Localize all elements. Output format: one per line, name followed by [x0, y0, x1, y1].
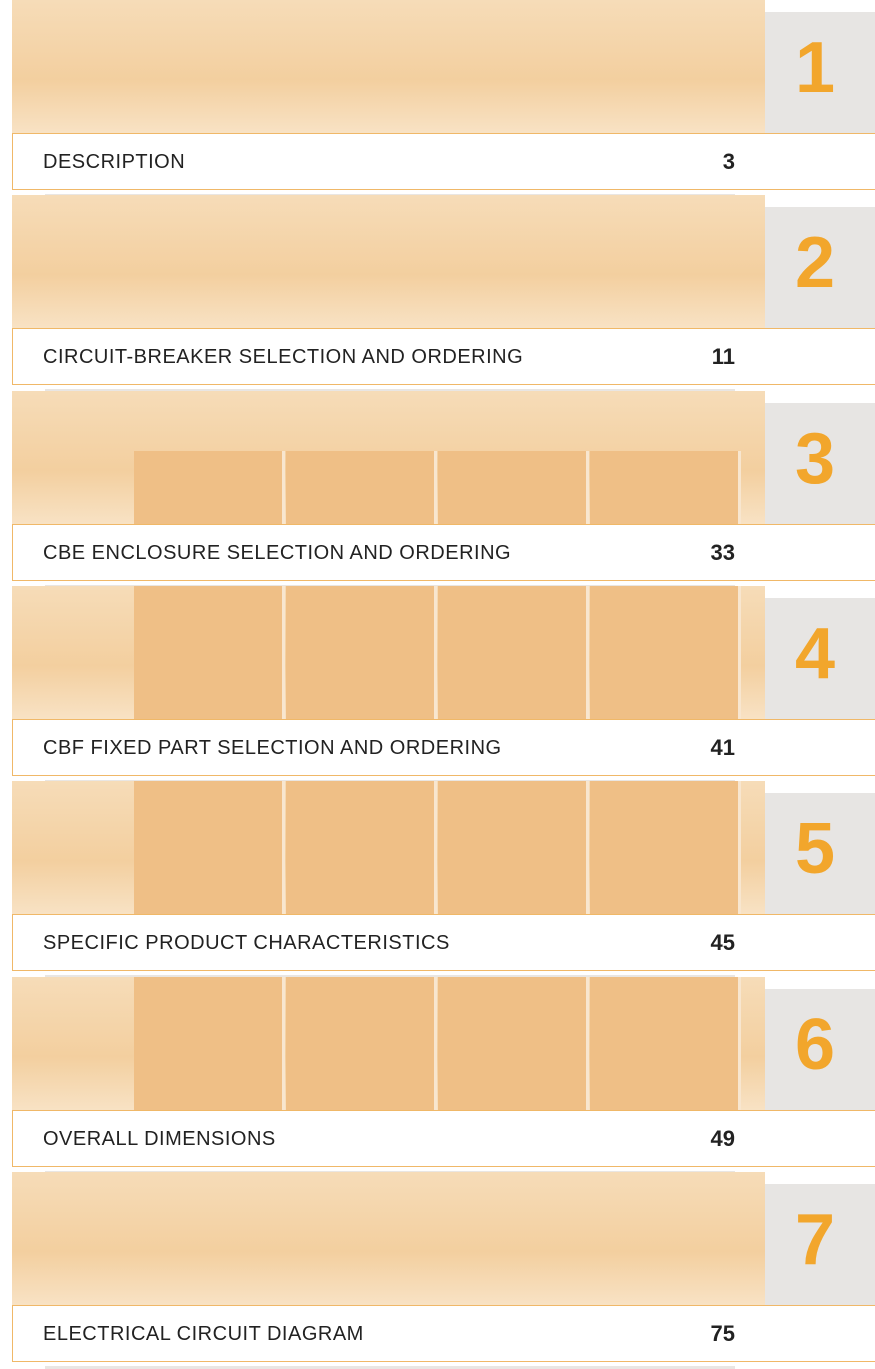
toc-entry: DESCRIPTION 3	[12, 133, 875, 190]
photo-panel	[438, 977, 589, 1110]
photo-panel	[286, 586, 437, 719]
entry-page: 75	[711, 1321, 735, 1347]
entry-page: 45	[711, 930, 735, 956]
photo-panel	[134, 781, 285, 914]
photo-panel	[590, 977, 741, 1110]
section-number: 4	[765, 613, 865, 695]
section-number: 3	[765, 418, 865, 500]
entry-page: 11	[712, 344, 735, 370]
toc-entry: SPECIFIC PRODUCT CHARACTERISTICS 45	[12, 914, 875, 971]
entry-page: 33	[711, 540, 735, 566]
toc-entry: CIRCUIT-BREAKER SELECTION AND ORDERING 11	[12, 328, 875, 385]
section-photo	[12, 0, 765, 133]
toc-entry: ELECTRICAL CIRCUIT DIAGRAM 75	[12, 1305, 875, 1362]
section-number: 5	[765, 808, 865, 890]
photo-panel	[134, 977, 285, 1110]
photo-panel	[438, 451, 589, 524]
photo-panel	[286, 451, 437, 524]
entry-page: 3	[723, 149, 735, 175]
toc-entry: CBE ENCLOSURE SELECTION AND ORDERING 33	[12, 524, 875, 581]
section-photo	[12, 781, 765, 914]
entry-title: SPECIFIC PRODUCT CHARACTERISTICS	[43, 932, 450, 955]
entry-title: CIRCUIT-BREAKER SELECTION AND ORDERING	[43, 346, 523, 369]
section-number: 2	[765, 222, 865, 304]
photo-panel	[134, 451, 285, 524]
entry-title: ELECTRICAL CIRCUIT DIAGRAM	[43, 1323, 364, 1346]
photo-panel	[438, 586, 589, 719]
photo-panel	[286, 781, 437, 914]
photo-panel	[590, 781, 741, 914]
photo-panel	[590, 586, 741, 719]
section-number: 6	[765, 1004, 865, 1086]
entry-title: CBF FIXED PART SELECTION AND ORDERING	[43, 737, 502, 760]
section-photo	[12, 977, 765, 1110]
section-photo	[12, 586, 765, 719]
entry-page: 41	[711, 735, 735, 761]
photo-panel	[438, 781, 589, 914]
toc-page: 1 DESCRIPTION 3 2 CIRCUIT-BREAKER SELECTION …	[0, 0, 875, 1369]
photo-panel	[590, 451, 741, 524]
section-photo	[12, 1172, 765, 1305]
section-photo	[12, 391, 765, 524]
entry-title: DESCRIPTION	[43, 151, 185, 174]
toc-entry: OVERALL DIMENSIONS 49	[12, 1110, 875, 1167]
section-number: 7	[765, 1199, 865, 1281]
section-photo	[12, 195, 765, 328]
entry-page: 49	[711, 1126, 735, 1152]
photo-panel	[134, 586, 285, 719]
entry-title: CBE ENCLOSURE SELECTION AND ORDERING	[43, 542, 511, 565]
entry-title: OVERALL DIMENSIONS	[43, 1128, 276, 1151]
section-number: 1	[765, 27, 865, 109]
photo-panel	[286, 977, 437, 1110]
toc-entry: CBF FIXED PART SELECTION AND ORDERING 41	[12, 719, 875, 776]
